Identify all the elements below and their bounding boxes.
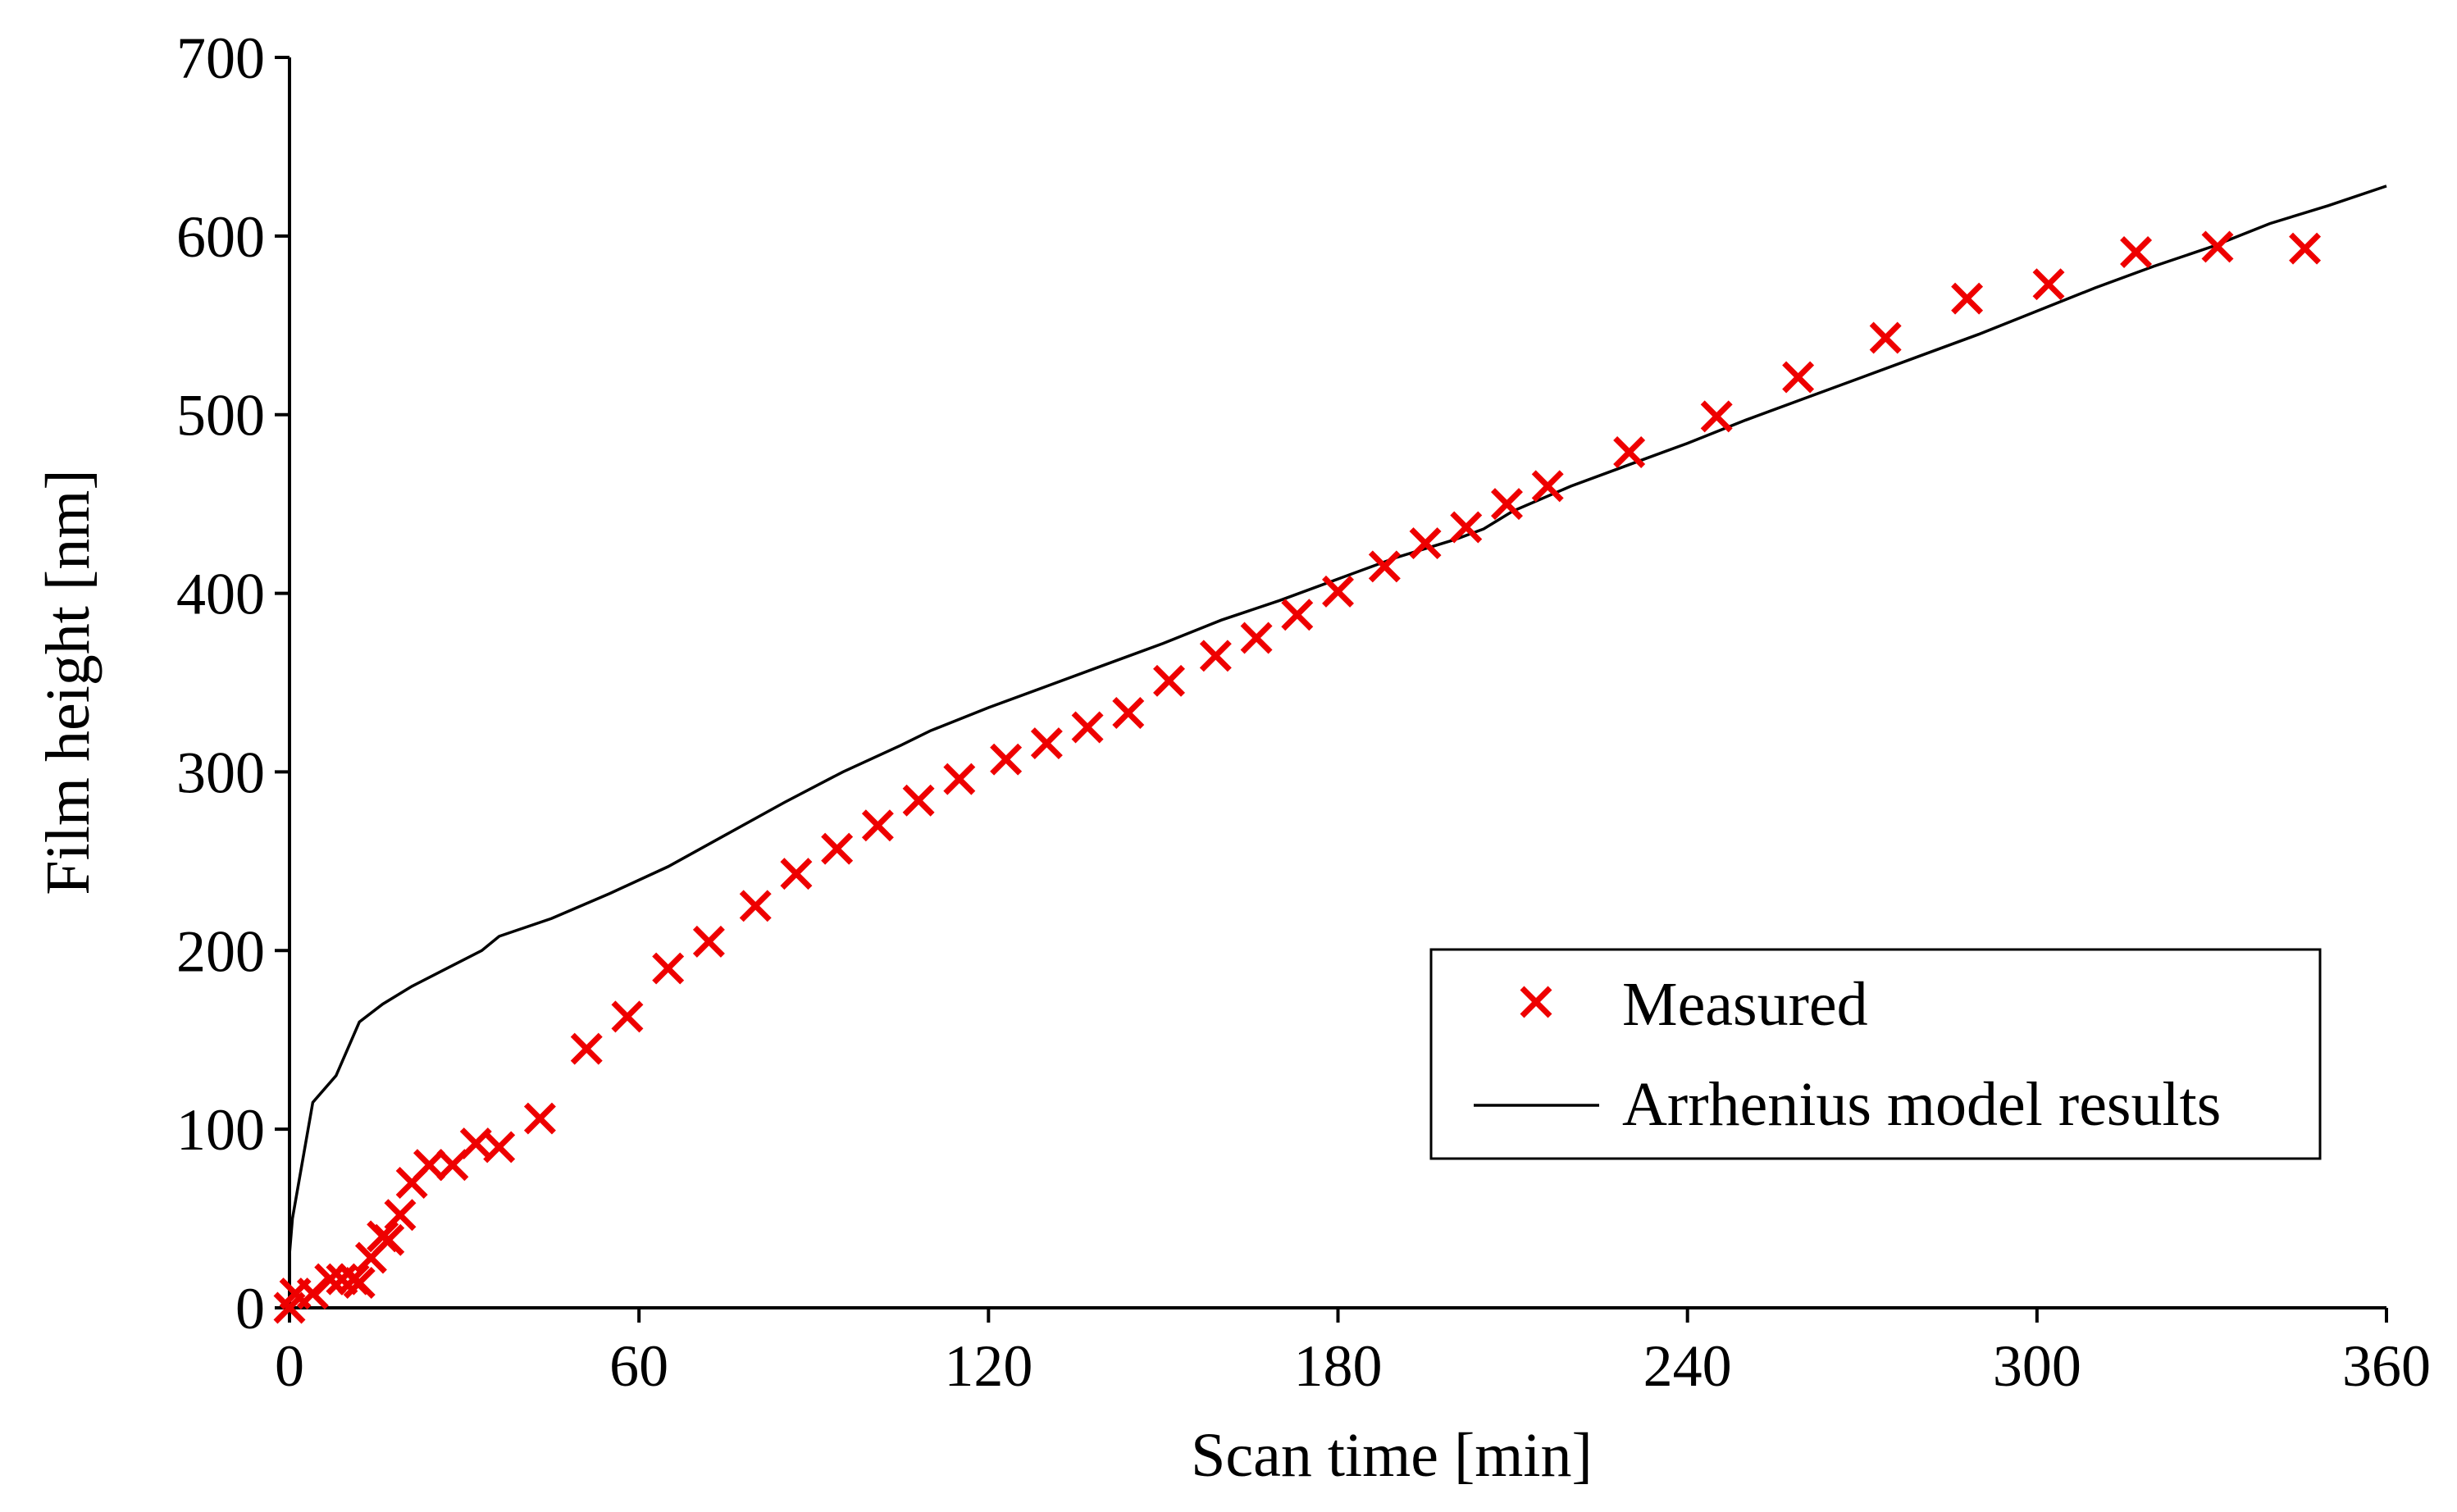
y-tick-label: 500 — [176, 383, 265, 449]
data-point-measured — [523, 1102, 556, 1135]
data-point-measured — [692, 925, 725, 958]
legend-marker-icon — [1520, 986, 1552, 1018]
data-point-measured — [990, 743, 1023, 776]
data-point-measured — [1531, 470, 1564, 503]
data-point-measured — [943, 763, 976, 795]
data-point-measured — [1153, 664, 1185, 697]
data-point-measured — [652, 952, 685, 985]
x-ticks: 0 60 120 180 240 300 360 — [275, 1308, 2431, 1399]
data-point-measured — [780, 858, 813, 890]
data-point-measured — [1409, 527, 1442, 560]
data-point-measured — [1368, 550, 1401, 583]
data-point-measured — [343, 1267, 376, 1299]
series-arrhenius-model — [288, 184, 2387, 1255]
y-axis-title: Film height [nm] — [34, 469, 103, 895]
data-point-measured — [1071, 711, 1104, 744]
y-tick-label: 600 — [176, 204, 265, 270]
model-line-path — [288, 184, 2387, 1255]
data-point-measured — [739, 890, 772, 922]
data-point-measured — [570, 1032, 603, 1065]
legend-label-measured: Measured — [1622, 970, 1868, 1039]
data-point-measured — [1951, 282, 1984, 315]
data-point-measured — [1782, 361, 1815, 394]
data-point-measured — [384, 1199, 417, 1232]
data-point-measured — [483, 1131, 516, 1164]
data-point-measured — [902, 784, 935, 817]
x-tick-label: 120 — [944, 1333, 1032, 1399]
data-point-measured — [1240, 622, 1273, 654]
x-tick-label: 60 — [609, 1333, 668, 1399]
x-tick-label: 240 — [1643, 1333, 1732, 1399]
data-point-measured — [1700, 400, 1733, 433]
data-point-measured — [372, 1223, 405, 1256]
data-point-measured — [861, 809, 894, 842]
x-tick-label: 300 — [1993, 1333, 2081, 1399]
series-measured — [273, 230, 2322, 1324]
data-point-measured — [2120, 235, 2153, 268]
y-ticks: 0 100 200 300 400 500 600 700 — [176, 25, 289, 1341]
data-point-measured — [1030, 727, 1063, 760]
data-point-measured — [2201, 230, 2234, 263]
data-point-measured — [611, 1000, 644, 1033]
y-tick-label: 300 — [176, 740, 265, 805]
data-point-measured — [2032, 268, 2065, 301]
x-tick-label: 180 — [1294, 1333, 1383, 1399]
x-tick-label: 360 — [2342, 1333, 2431, 1399]
data-point-measured — [1491, 488, 1523, 521]
y-tick-label: 200 — [176, 918, 265, 984]
data-point-measured — [413, 1149, 445, 1182]
data-point-measured — [1613, 435, 1646, 468]
legend-box — [1429, 948, 2322, 1160]
data-point-measured — [314, 1263, 347, 1296]
legend: Measured Arrhenius model results — [1429, 948, 2322, 1160]
data-point-measured — [1450, 511, 1483, 544]
data-point-measured — [1869, 321, 1902, 354]
y-tick-label: 0 — [235, 1276, 265, 1341]
data-point-measured — [1281, 599, 1314, 631]
x-axis-title: Scan time [min] — [1191, 1421, 1593, 1490]
y-tick-label: 700 — [176, 25, 265, 91]
y-tick-label: 100 — [176, 1097, 265, 1163]
legend-label-arrhenius: Arrhenius model results — [1622, 1070, 2221, 1139]
data-point-measured — [1112, 697, 1145, 730]
data-point-measured — [821, 832, 854, 865]
data-point-measured — [1322, 575, 1354, 608]
y-tick-label: 400 — [176, 562, 265, 627]
x-tick-label: 0 — [275, 1333, 304, 1399]
data-point-measured — [1199, 640, 1232, 672]
data-point-measured — [2289, 232, 2322, 265]
